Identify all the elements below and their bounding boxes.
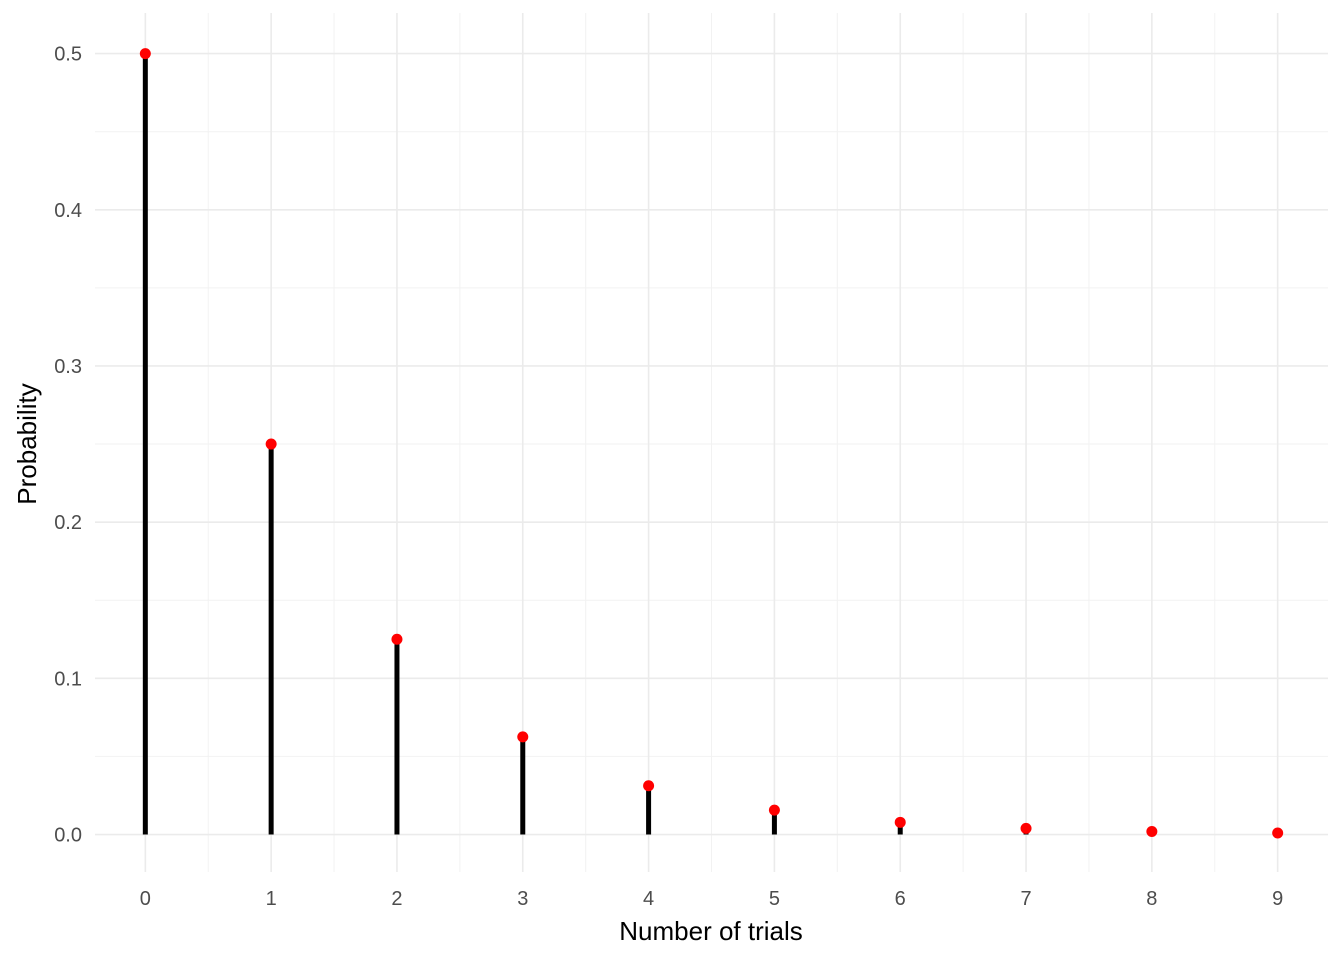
data-point [768,804,780,816]
y-tick-label: 0.4 [54,200,82,222]
y-tick-label: 0.5 [54,44,82,66]
data-point [894,816,906,828]
data-point [1146,825,1158,837]
data-point [1020,822,1032,834]
x-tick-label: 1 [266,888,277,910]
data-point [1272,827,1284,839]
minor-gridlines [95,13,1328,872]
data-point [517,731,529,743]
y-axis-tick-labels: 0.0 0.1 0.2 0.3 0.4 0.5 [54,44,82,847]
x-tick-label: 5 [769,888,780,910]
x-axis-tick-labels: 0 1 2 3 4 5 6 7 8 9 [140,888,1283,910]
y-axis-title: Probability [12,383,42,504]
data-point [391,633,403,645]
x-tick-label: 3 [517,888,528,910]
x-tick-label: 9 [1272,888,1283,910]
x-tick-label: 2 [391,888,402,910]
x-tick-label: 4 [643,888,654,910]
x-tick-label: 8 [1146,888,1157,910]
data-point [265,438,277,450]
data-point [643,780,655,792]
x-tick-label: 7 [1020,888,1031,910]
y-tick-label: 0.1 [54,668,82,690]
data-point [139,48,151,60]
x-axis-title: Number of trials [619,916,803,946]
y-tick-label: 0.0 [54,825,82,847]
y-tick-label: 0.2 [54,512,82,534]
x-tick-label: 0 [140,888,151,910]
points [139,48,1284,839]
y-tick-label: 0.3 [54,356,82,378]
x-tick-label: 6 [895,888,906,910]
